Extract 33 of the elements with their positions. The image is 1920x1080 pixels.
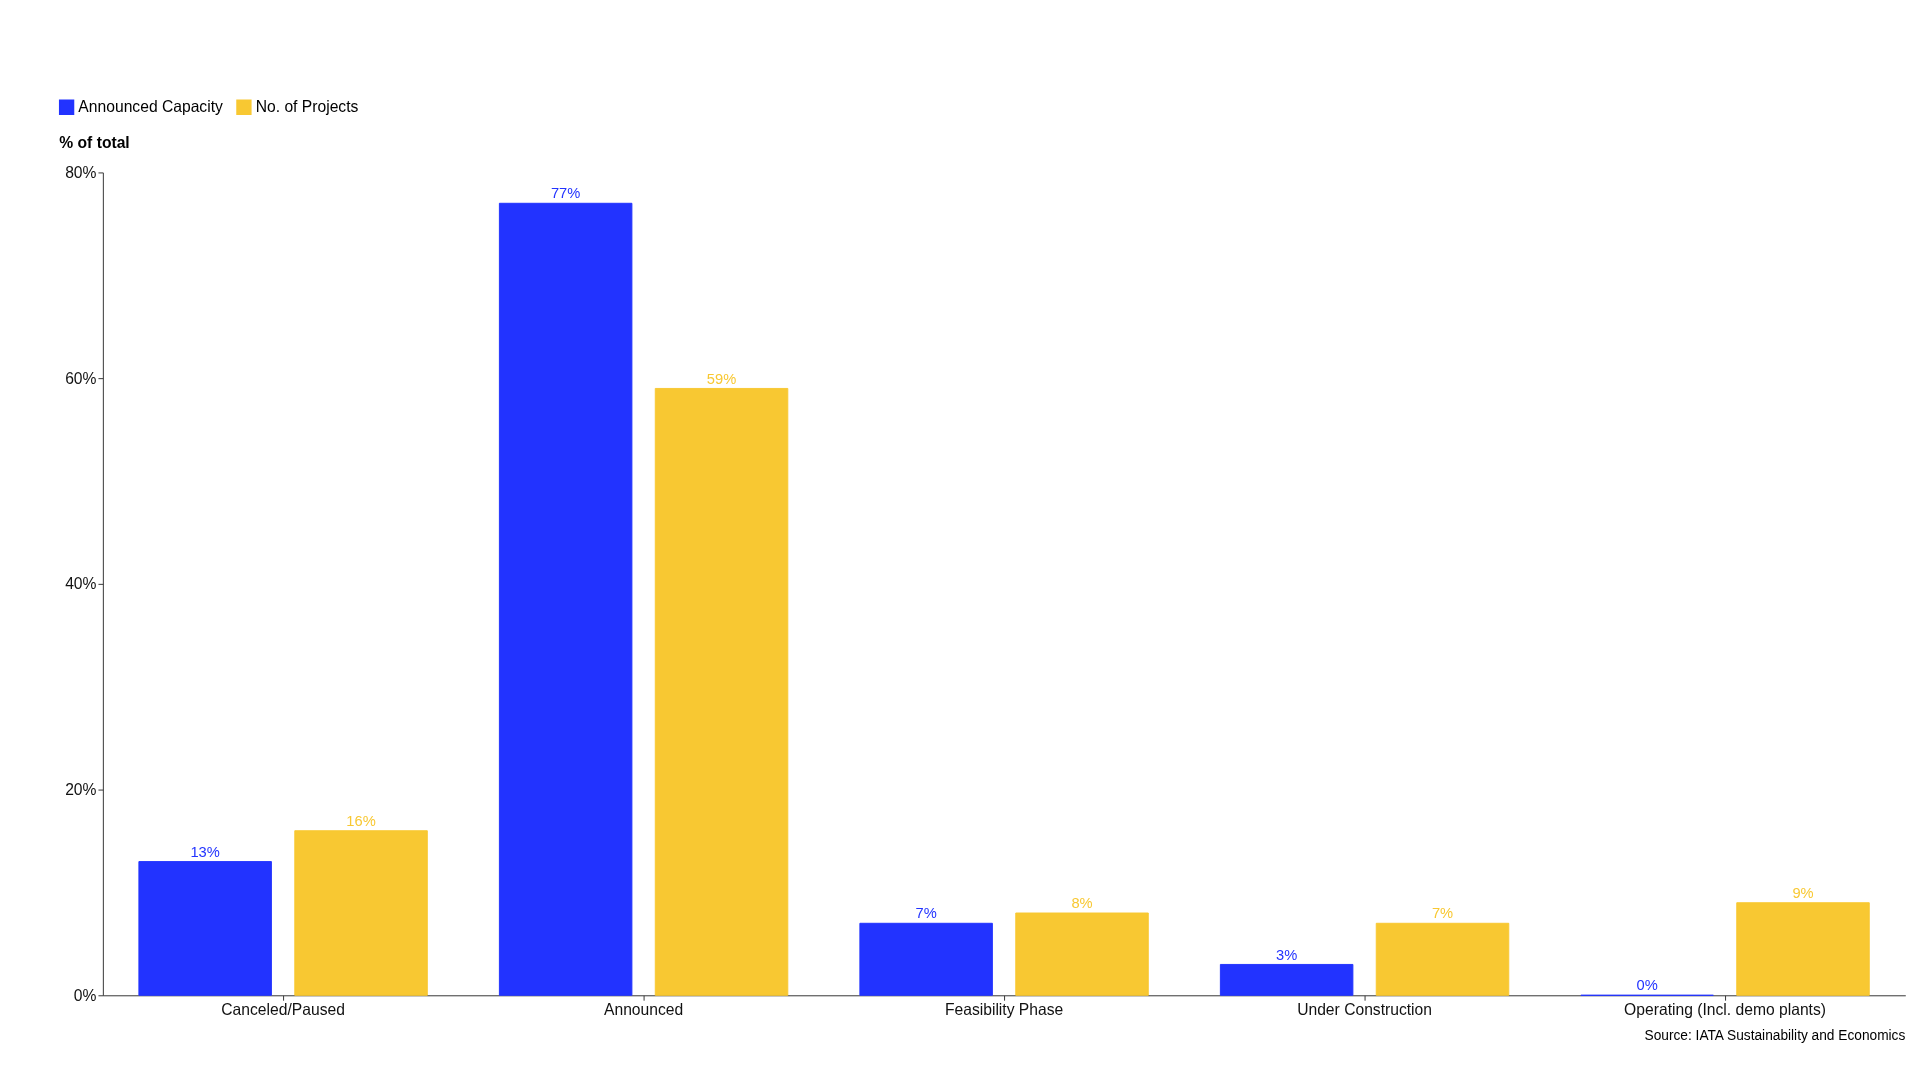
bar xyxy=(138,861,272,996)
data-label: 3% xyxy=(1276,946,1298,963)
y-tick-label: 20% xyxy=(65,780,97,798)
y-tick-label: 0% xyxy=(73,986,97,1004)
data-label: 7% xyxy=(1431,905,1454,922)
bar xyxy=(1219,963,1354,996)
x-tick-label: Canceled/Paused xyxy=(221,1001,345,1019)
y-tick-label: 40% xyxy=(65,575,97,593)
data-label: 0% xyxy=(1636,977,1658,994)
data-label: 9% xyxy=(1792,884,1814,901)
x-tick-label: Announced xyxy=(603,1001,684,1019)
data-label: 77% xyxy=(550,185,581,202)
bar xyxy=(1375,922,1510,996)
data-label: 7% xyxy=(915,905,937,922)
bar xyxy=(294,830,428,996)
source-note: Source: IATA Sustainability and Economics xyxy=(1644,1028,1906,1044)
y-tick-label: 80% xyxy=(65,163,97,181)
y-axis-title: % of total xyxy=(59,134,130,152)
x-tick-label: Feasibility Phase xyxy=(944,1001,1064,1019)
y-tick-label: 60% xyxy=(65,369,97,387)
x-tick-label: Under Construction xyxy=(1297,1001,1433,1019)
data-label: 13% xyxy=(190,843,220,860)
legend-label: No. of Projects xyxy=(255,98,359,116)
x-tick-label: Operating (Incl. demo plants) xyxy=(1624,1001,1827,1019)
data-label: 59% xyxy=(706,370,737,387)
bar xyxy=(1015,912,1149,996)
bar xyxy=(498,202,633,996)
bar xyxy=(1736,902,1870,996)
data-label: 16% xyxy=(346,812,376,829)
data-label: 8% xyxy=(1071,895,1093,912)
legend-label: Announced Capacity xyxy=(78,98,224,116)
bar xyxy=(859,922,993,996)
bar xyxy=(654,387,789,996)
